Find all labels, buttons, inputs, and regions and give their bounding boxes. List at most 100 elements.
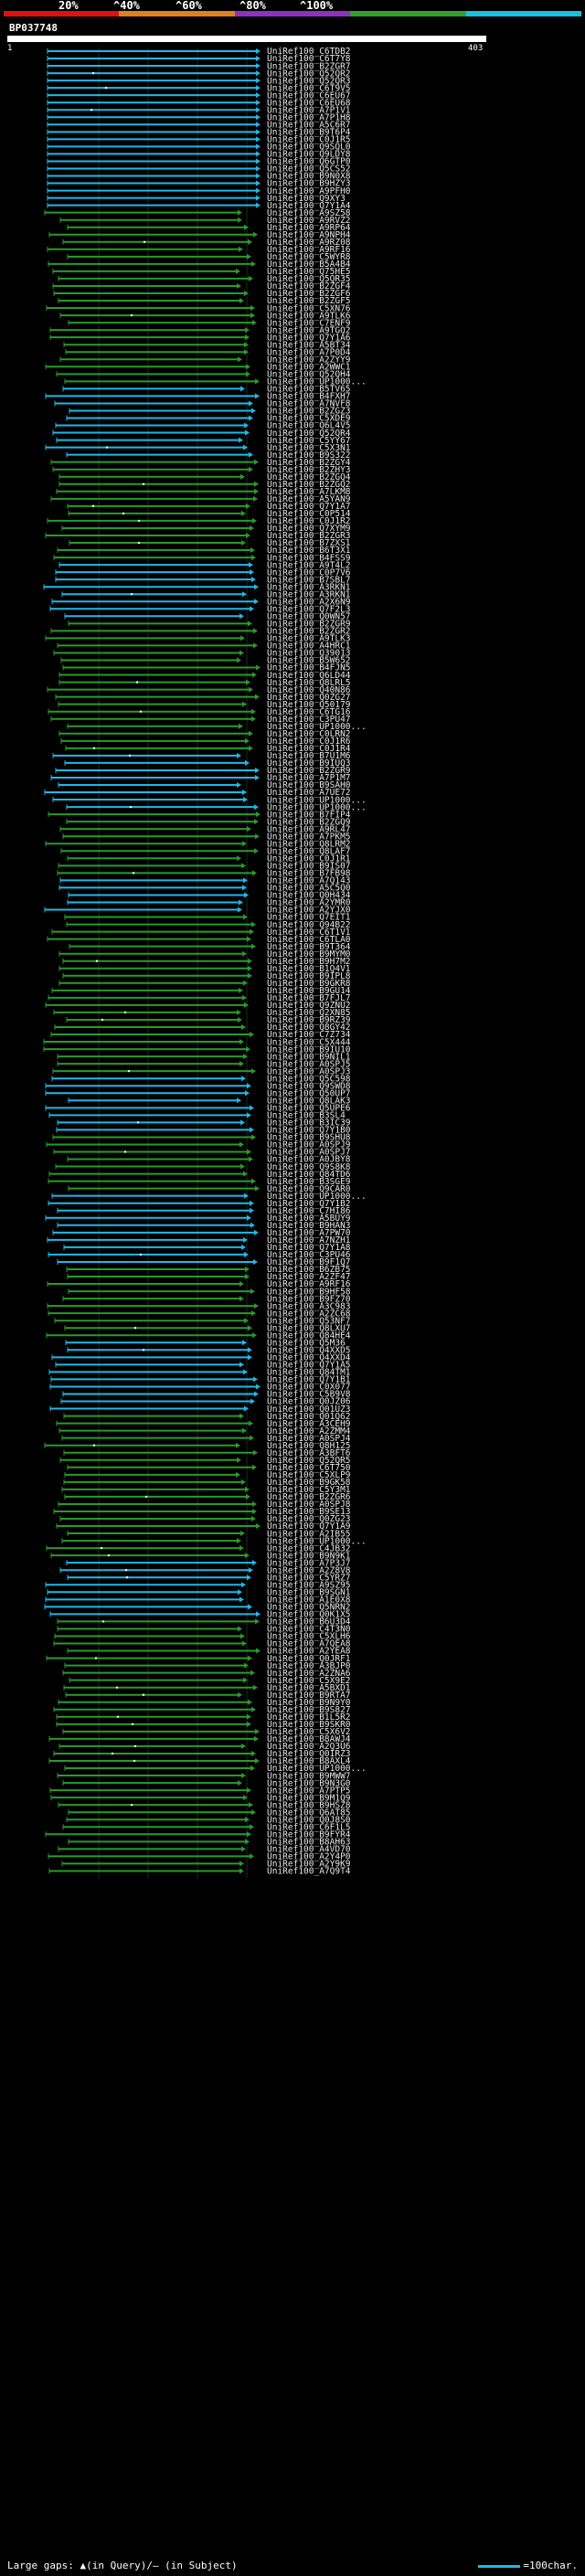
hit-label[interactable]: UniRef100_Q8LAF7 (267, 846, 351, 856)
hit-label[interactable]: UniRef100_UP1000... (267, 722, 367, 732)
hit-label[interactable]: UniRef100_Q7Y1A6 (267, 333, 351, 343)
hit-label[interactable]: UniRef100_Q52QR5 (267, 1456, 351, 1466)
hit-label[interactable]: UniRef100_C5XDE9 (267, 414, 351, 424)
hit-label[interactable]: UniRef100_A7LKM8 (267, 487, 351, 497)
hit-label[interactable]: UniRef100_B9GK58 (267, 1478, 351, 1488)
hit-label[interactable]: UniRef100_A9T4L2 (267, 560, 351, 570)
hit-label[interactable]: UniRef100_A9RVZ2 (267, 216, 351, 226)
hit-label[interactable]: UniRef100_C6TDB2 (267, 47, 351, 57)
hit-label[interactable]: UniRef100_C0P7V6 (267, 567, 351, 578)
hit-label[interactable]: UniRef100_A2YEA8 (267, 1647, 351, 1657)
hit-label[interactable]: UniRef100_Q50179 (267, 700, 351, 710)
hit-label[interactable]: UniRef100_B9IS07 (267, 862, 351, 872)
hit-label[interactable]: UniRef100_Q8LAK3 (267, 1096, 351, 1106)
hit-label[interactable]: UniRef100_C5XLP9 (267, 1470, 351, 1480)
hit-label[interactable]: UniRef100_A1E0X8 (267, 1595, 351, 1606)
hit-label[interactable]: UniRef100_A9RF16 (267, 1279, 351, 1289)
hit-label[interactable]: UniRef100_Q7Y1B1 (267, 1375, 351, 1385)
hit-label[interactable]: UniRef100_B7SBL7 (267, 575, 351, 585)
hit-label[interactable]: UniRef100_Q8GY42 (267, 1023, 351, 1033)
hit-label[interactable]: UniRef100_B3SGE9 (267, 1177, 351, 1187)
hit-label[interactable]: UniRef100_A9RL47 (267, 824, 351, 834)
hit-label[interactable]: UniRef100_Q84HE4 (267, 1330, 351, 1341)
hit-label[interactable]: UniRef100_A9PFH0 (267, 186, 351, 196)
hit-label[interactable]: UniRef100_B2ZGY4 (267, 458, 351, 468)
hit-label[interactable]: UniRef100_Q9ZNU2 (267, 1001, 351, 1011)
hit-label[interactable]: UniRef100_UP1000... (267, 1536, 367, 1546)
hit-label[interactable]: UniRef100_A2ZC68 (267, 1309, 351, 1319)
hit-label[interactable]: UniRef100_A7Q143 (267, 876, 351, 886)
hit-label[interactable]: UniRef100_Q7XYM9 (267, 524, 351, 534)
hit-label[interactable]: UniRef100_A2X6N9 (267, 597, 351, 607)
hit-label[interactable]: UniRef100_A0JBY8 (267, 1155, 351, 1165)
hit-label[interactable]: UniRef100_B9MWW7 (267, 1771, 351, 1781)
hit-label[interactable]: UniRef100_C6TLA0 (267, 935, 351, 945)
hit-label[interactable]: UniRef100_C0X077 (267, 1383, 351, 1393)
hit-label[interactable]: UniRef100_A7P1H8 (267, 112, 351, 122)
hit-label[interactable]: UniRef100_A7PW70 (267, 1228, 351, 1238)
hit-label[interactable]: UniRef100_UP1000... (267, 802, 367, 812)
hit-label[interactable]: UniRef100_B9N9Y0 (267, 1698, 351, 1708)
hit-label[interactable]: UniRef100_C0J1R5 (267, 135, 351, 145)
hit-label[interactable]: UniRef100_Q84TD6 (267, 1170, 351, 1180)
hit-label[interactable]: UniRef100_A9RZ08 (267, 238, 351, 248)
hit-label[interactable]: UniRef100_A3RKN1 (267, 582, 351, 592)
hit-label[interactable]: UniRef100_A3CEH9 (267, 1419, 351, 1429)
hit-label[interactable]: UniRef100_A7NVF8 (267, 399, 351, 409)
hit-label[interactable]: UniRef100_A3C983 (267, 1301, 351, 1311)
hit-label[interactable]: UniRef100_C6F1L5 (267, 1822, 351, 1832)
hit-label[interactable]: UniRef100_B2ZGR3 (267, 531, 351, 541)
hit-label[interactable]: UniRef100_Q0IRZ3 (267, 1749, 351, 1759)
hit-label[interactable]: UniRef100_C5WYR8 (267, 252, 351, 262)
hit-label[interactable]: UniRef100_B2ZGR9 (267, 766, 351, 776)
hit-label[interactable]: UniRef100_B9MYM0 (267, 949, 351, 959)
hit-label[interactable]: UniRef100_Q9XY3 (267, 194, 346, 204)
hit-label[interactable]: UniRef100_Q0H434 (267, 891, 351, 901)
hit-label[interactable]: UniRef100_B9SE13 (267, 1507, 351, 1517)
hit-label[interactable]: UniRef100_B9SAH0 (267, 780, 351, 790)
hit-label[interactable]: UniRef100_C7HI86 (267, 1206, 351, 1216)
hit-label[interactable]: UniRef100_Q9LDY8 (267, 150, 351, 160)
hit-label[interactable]: UniRef100_A7P1V1 (267, 105, 351, 115)
hit-label[interactable]: UniRef100_Q94B22 (267, 920, 351, 930)
hit-label[interactable]: UniRef100_B7FIP4 (267, 810, 351, 820)
hit-label[interactable]: UniRef100_B8AXL4 (267, 1756, 351, 1766)
hit-label[interactable]: UniRef100_C6TG16 (267, 707, 351, 717)
hit-label[interactable]: UniRef100_C5Y3M1 (267, 1485, 351, 1495)
hit-label[interactable]: UniRef100_A9NPH4 (267, 230, 351, 240)
hit-label[interactable]: UniRef100_Q6AT85 (267, 1807, 351, 1818)
hit-label[interactable]: UniRef100_B9HF58 (267, 1287, 351, 1297)
hit-label[interactable]: UniRef100_A7P1M7 (267, 773, 351, 783)
hit-label[interactable]: UniRef100_B2ZGF6 (267, 289, 351, 299)
hit-label[interactable]: UniRef100_B9HZY3 (267, 179, 351, 189)
hit-label[interactable]: UniRef100_C0J1R2 (267, 516, 351, 526)
hit-label[interactable]: UniRef100_B9S322 (267, 451, 351, 461)
hit-label[interactable]: UniRef100_Q53NF7 (267, 1316, 351, 1326)
hit-label[interactable]: UniRef100_C5X6V2 (267, 1727, 351, 1737)
hit-label[interactable]: UniRef100_B9T364 (267, 942, 351, 952)
hit-label[interactable]: UniRef100_B2ZGR7 (267, 61, 351, 71)
hit-label[interactable]: UniRef100_A0SPJ8 (267, 1500, 351, 1510)
hit-label[interactable]: UniRef100_C5XLH6 (267, 1632, 351, 1642)
hit-label[interactable]: UniRef100_B9GKR8 (267, 979, 351, 989)
hit-label[interactable]: UniRef100_A7P3J7 (267, 1558, 351, 1568)
hit-label[interactable]: UniRef100_A2ZF47 (267, 1272, 351, 1282)
hit-label[interactable]: UniRef100_B2ZGR9 (267, 620, 351, 630)
hit-label[interactable]: UniRef100_B9FYR4 (267, 1829, 351, 1839)
hit-label[interactable]: UniRef100_Q01UZ3 (267, 1405, 351, 1415)
hit-label[interactable]: UniRef100_Q8H125 (267, 1441, 351, 1451)
hit-label[interactable]: UniRef100_C5YY67 (267, 436, 351, 446)
hit-label[interactable]: UniRef100_A7Q9T4 (267, 1867, 351, 1877)
hit-label[interactable]: UniRef100_Q9SQL0 (267, 143, 351, 153)
hit-label[interactable]: UniRef100_B1L5R2 (267, 1712, 351, 1723)
hit-label[interactable]: UniRef100_Q0ZG23 (267, 1514, 351, 1524)
hit-label[interactable]: UniRef100_C5X9E2 (267, 1676, 351, 1686)
hit-label[interactable]: UniRef100_C5XN76 (267, 303, 351, 313)
hit-label[interactable]: UniRef100_Q5C598 (267, 1074, 351, 1084)
hit-label[interactable]: UniRef100_B9GU14 (267, 986, 351, 996)
hit-label[interactable]: UniRef100_B5W652 (267, 656, 351, 666)
hit-label[interactable]: UniRef100_A0SPJ5 (267, 1059, 351, 1069)
hit-label[interactable]: UniRef100_C0J1R4 (267, 744, 351, 754)
hit-label[interactable]: UniRef100_UP1000... (267, 795, 367, 805)
hit-label[interactable]: UniRef100_Q9S8K8 (267, 1162, 351, 1172)
